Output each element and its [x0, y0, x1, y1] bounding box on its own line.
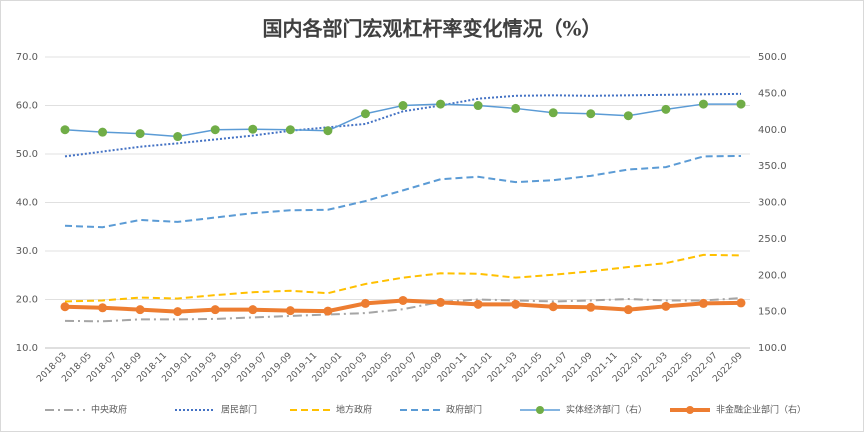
series-marker	[135, 129, 145, 139]
series-marker	[586, 302, 596, 312]
y-tick-label: 10.0	[16, 343, 38, 354]
y2-tick-label: 200.0	[758, 270, 787, 281]
series-marker	[473, 299, 483, 309]
series-marker	[60, 125, 70, 135]
y-tick-label: 50.0	[16, 149, 38, 160]
series-marker	[586, 109, 596, 119]
series-marker	[548, 108, 558, 118]
series-marker	[323, 126, 333, 136]
series-marker	[360, 109, 370, 119]
series-marker	[511, 103, 521, 113]
series-marker	[60, 302, 70, 312]
y2-tick-label: 300.0	[758, 198, 787, 209]
series-marker	[698, 99, 708, 109]
y2-tick-label: 500.0	[758, 52, 787, 63]
series-marker	[398, 101, 408, 111]
series-marker	[623, 111, 633, 121]
series-marker	[511, 299, 521, 309]
series-marker	[323, 306, 333, 316]
series-marker	[736, 298, 746, 308]
series-marker	[210, 305, 220, 315]
y2-tick-label: 400.0	[758, 125, 787, 136]
y-tick-label: 60.0	[16, 101, 38, 112]
series-marker	[623, 305, 633, 315]
series-marker	[548, 302, 558, 312]
series-marker	[661, 301, 671, 311]
legend-label: 居民部门	[221, 404, 257, 416]
legend-label: 中央政府	[91, 404, 127, 416]
series-marker	[285, 125, 295, 135]
y-tick-label: 30.0	[16, 246, 38, 257]
chart-title: 国内各部门宏观杠杆率变化情况（%）	[262, 17, 601, 41]
series-marker	[285, 306, 295, 316]
legend-label: 非金融企业部门（右）	[716, 404, 806, 416]
series-marker	[210, 125, 220, 135]
series-marker	[248, 305, 258, 315]
series-marker	[248, 124, 258, 134]
series-marker	[360, 298, 370, 308]
y-tick-label: 20.0	[16, 295, 38, 306]
series-marker	[736, 99, 746, 109]
series-marker	[173, 307, 183, 317]
series-line	[64, 154, 742, 229]
series-marker	[135, 305, 145, 315]
y-tick-label: 40.0	[16, 198, 38, 209]
series-marker	[173, 132, 183, 142]
series-marker	[398, 295, 408, 305]
legend-marker	[536, 406, 544, 414]
y2-tick-label: 250.0	[758, 234, 787, 245]
series-line	[64, 297, 742, 323]
legend-marker	[686, 406, 694, 414]
y2-tick-label: 450.0	[758, 88, 787, 99]
legend-label: 政府部门	[446, 404, 482, 416]
y2-tick-label: 150.0	[758, 307, 787, 318]
series-line	[64, 253, 742, 303]
legend-label: 地方政府	[336, 404, 372, 416]
y-tick-label: 70.0	[16, 52, 38, 63]
y2-tick-label: 350.0	[758, 161, 787, 172]
series-marker	[473, 101, 483, 111]
series-marker	[661, 104, 671, 114]
y2-tick-label: 100.0	[758, 343, 787, 354]
series-marker	[98, 303, 108, 313]
series-marker	[698, 298, 708, 308]
series-marker	[98, 127, 108, 137]
series-marker	[436, 297, 446, 307]
series-marker	[436, 99, 446, 109]
legend-label: 实体经济部门（右）	[566, 404, 647, 416]
series-line	[64, 92, 742, 158]
